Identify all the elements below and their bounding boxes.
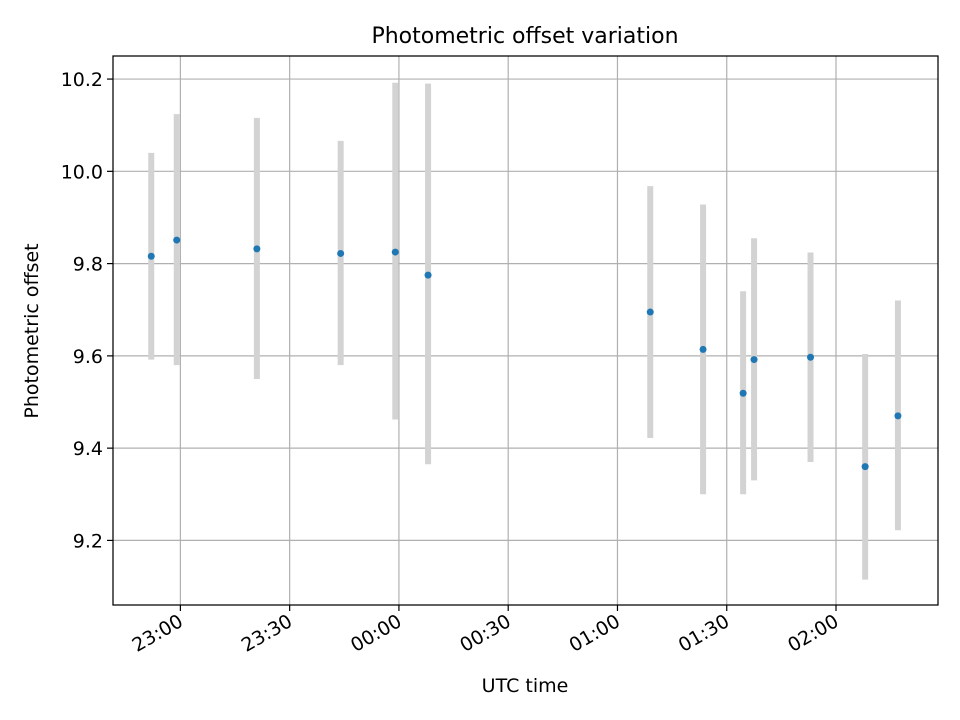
grid	[113, 56, 938, 605]
chart-title: Photometric offset variation	[371, 24, 678, 49]
x-tick-label: 23:30	[238, 610, 296, 656]
data-points	[147, 236, 902, 471]
x-tick-label: 01:00	[566, 610, 624, 656]
y-tick-label: 10.0	[61, 161, 103, 183]
data-point	[807, 353, 815, 361]
y-tick-label: 10.2	[61, 69, 103, 91]
y-tick-label: 9.6	[73, 346, 103, 368]
plot-frame	[112, 55, 939, 606]
data-point	[147, 252, 155, 260]
y-tick-label: 9.8	[73, 254, 103, 276]
data-point	[750, 356, 758, 364]
y-axis-ticks: 9.2 9.4 9.6 9.8 10.0 10.2	[61, 69, 113, 552]
data-point	[739, 389, 747, 397]
data-point	[424, 271, 432, 279]
x-axis-ticks: 23:00 23:30 00:00 00:30 01:00 01:30 02:00	[128, 605, 843, 657]
x-axis-label: UTC time	[482, 675, 569, 697]
data-point	[253, 245, 261, 253]
x-tick-label: 02:00	[784, 610, 842, 656]
y-tick-label: 9.4	[73, 438, 103, 460]
x-tick-label: 23:00	[128, 610, 186, 656]
y-tick-label: 9.2	[73, 530, 103, 552]
data-point	[894, 412, 902, 420]
data-point	[646, 308, 654, 316]
data-point	[391, 248, 399, 256]
data-point	[337, 249, 345, 257]
errorbars	[148, 82, 901, 580]
x-tick-label: 00:30	[456, 610, 514, 656]
data-point	[173, 236, 181, 244]
x-tick-label: 01:30	[675, 610, 733, 656]
x-tick-label: 00:00	[347, 610, 405, 656]
data-point	[699, 345, 707, 353]
y-axis-label: Photometric offset	[21, 243, 43, 418]
data-point	[861, 463, 869, 471]
